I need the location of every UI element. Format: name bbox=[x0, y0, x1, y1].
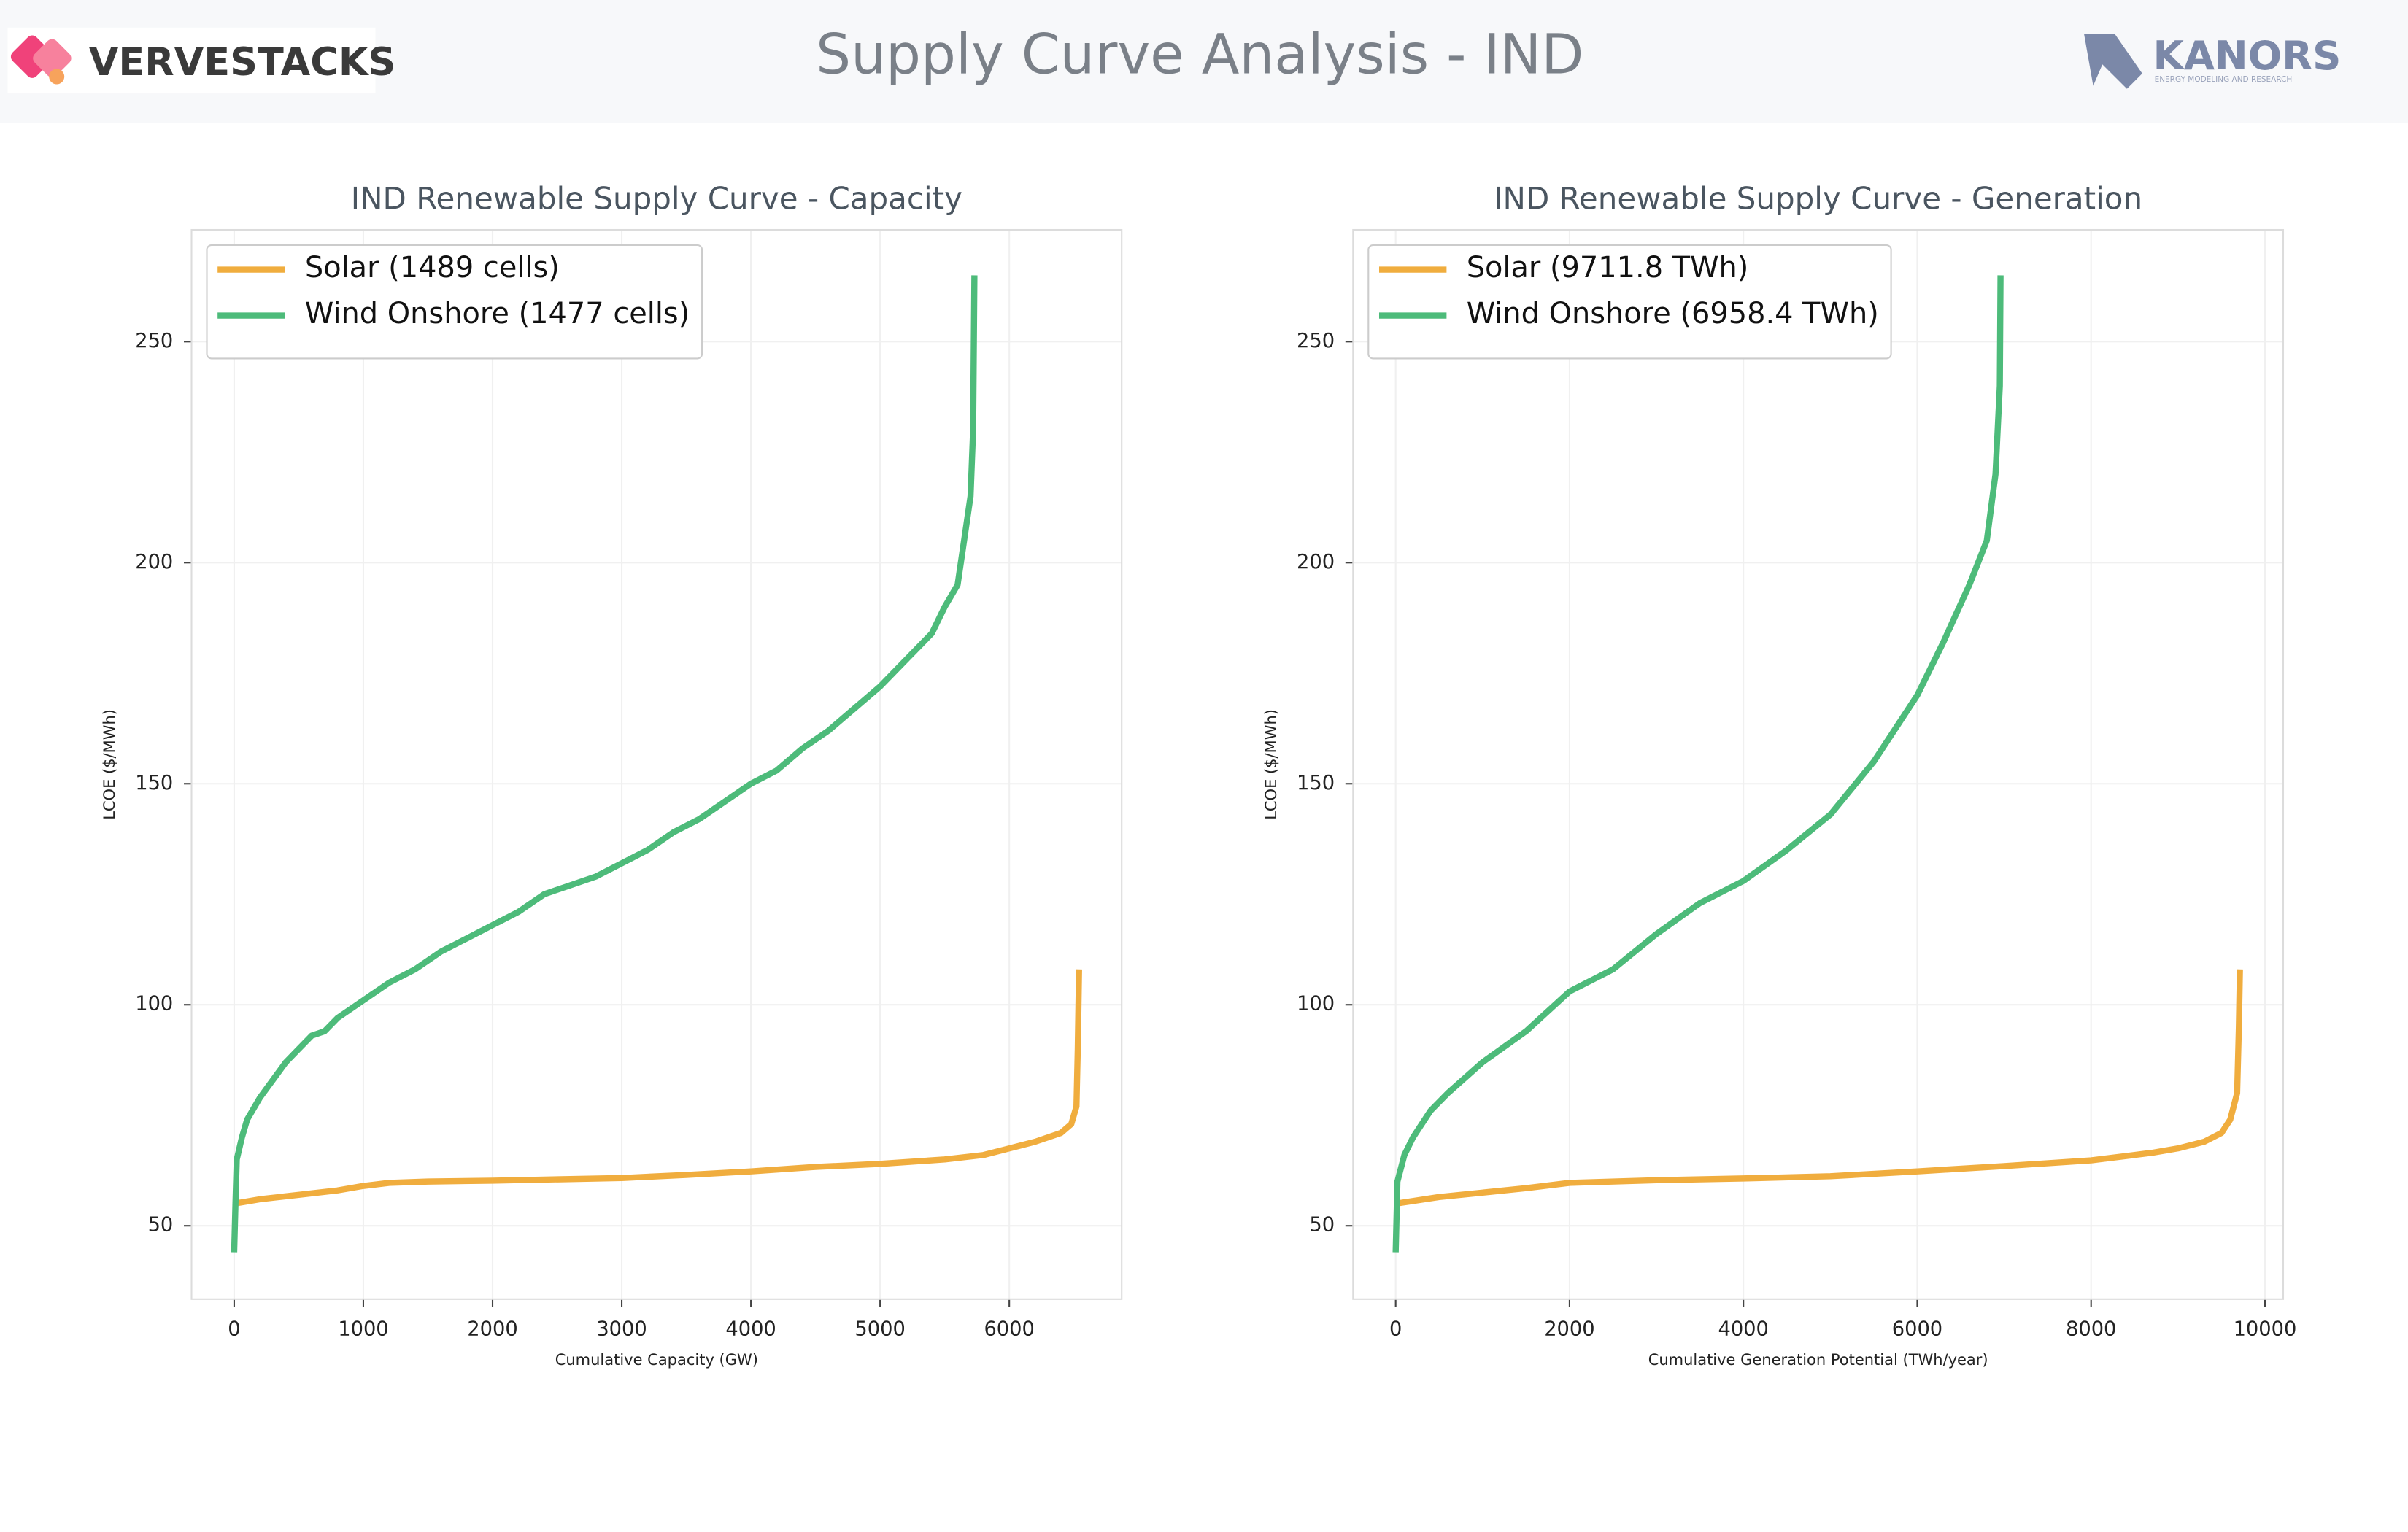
series-line bbox=[1392, 275, 2004, 1253]
y-tick-label: 200 bbox=[1297, 551, 1335, 573]
page-title: Supply Curve Analysis - IND bbox=[816, 22, 1583, 86]
y-tick-label: 150 bbox=[1297, 772, 1335, 794]
y-tick-label: 250 bbox=[1297, 330, 1335, 352]
right-logo-text: KANORS bbox=[2153, 32, 2341, 79]
left-logo-text: VERVESTACKS bbox=[89, 40, 396, 85]
y-tick-label: 50 bbox=[148, 1214, 174, 1237]
x-tick-label: 3000 bbox=[596, 1318, 647, 1340]
legend: Solar (9711.8 TWh) Wind Onshore (6958.4 T… bbox=[1367, 244, 1892, 360]
legend-label: Solar (1489 cells) bbox=[305, 251, 560, 285]
header-bar bbox=[0, 0, 2408, 123]
legend-frame bbox=[206, 244, 703, 360]
y-tick-label: 250 bbox=[135, 330, 173, 352]
plot-frame bbox=[1352, 228, 2285, 1300]
x-tick-label: 2000 bbox=[467, 1318, 517, 1340]
y-tick-label: 100 bbox=[135, 993, 173, 1015]
series-line bbox=[234, 969, 1082, 1207]
x-tick-label: 4000 bbox=[1718, 1318, 1768, 1340]
right-logo-icon bbox=[2083, 34, 2142, 89]
x-tick-label: 1000 bbox=[338, 1318, 388, 1340]
x-tick-label: 4000 bbox=[725, 1318, 776, 1340]
logo-icon bbox=[49, 69, 65, 85]
y-axis-label: LCOE ($/MWh) bbox=[101, 709, 118, 820]
legend: Solar (1489 cells) Wind Onshore (1477 cel… bbox=[206, 244, 703, 360]
logo-icon bbox=[33, 39, 72, 78]
x-axis-label: Cumulative Capacity (GW) bbox=[555, 1351, 758, 1369]
y-tick-label: 150 bbox=[135, 772, 173, 794]
series-line bbox=[1395, 969, 2243, 1207]
x-axis-label: Cumulative Generation Potential (TWh/yea… bbox=[1648, 1351, 1988, 1369]
x-tick-label: 5000 bbox=[854, 1318, 905, 1340]
x-tick-label: 8000 bbox=[2066, 1318, 2116, 1340]
y-axis-label: LCOE ($/MWh) bbox=[1262, 709, 1280, 820]
legend-label: Wind Onshore (1477 cells) bbox=[305, 297, 690, 330]
y-tick-label: 100 bbox=[1297, 993, 1335, 1015]
x-tick-label: 6000 bbox=[984, 1318, 1034, 1340]
x-tick-label: 10000 bbox=[2234, 1318, 2297, 1340]
legend-frame bbox=[1367, 244, 1892, 360]
legend-label: Wind Onshore (6958.4 TWh) bbox=[1467, 297, 1879, 330]
chart-title: IND Renewable Supply Curve - Generation bbox=[1494, 181, 2142, 217]
y-tick-label: 50 bbox=[1309, 1214, 1335, 1237]
x-tick-label: 0 bbox=[228, 1318, 240, 1340]
y-tick-label: 200 bbox=[135, 551, 173, 573]
series-line bbox=[231, 275, 978, 1253]
legend-label: Solar (9711.8 TWh) bbox=[1467, 251, 1749, 285]
x-tick-label: 0 bbox=[1389, 1318, 1402, 1340]
plot-frame bbox=[190, 228, 1123, 1300]
x-tick-label: 2000 bbox=[1544, 1318, 1594, 1340]
right-logo-tagline: ENERGY MODELING AND RESEARCH bbox=[2155, 75, 2293, 84]
chart-title: IND Renewable Supply Curve - Capacity bbox=[351, 181, 962, 217]
x-tick-label: 6000 bbox=[1892, 1318, 1942, 1340]
